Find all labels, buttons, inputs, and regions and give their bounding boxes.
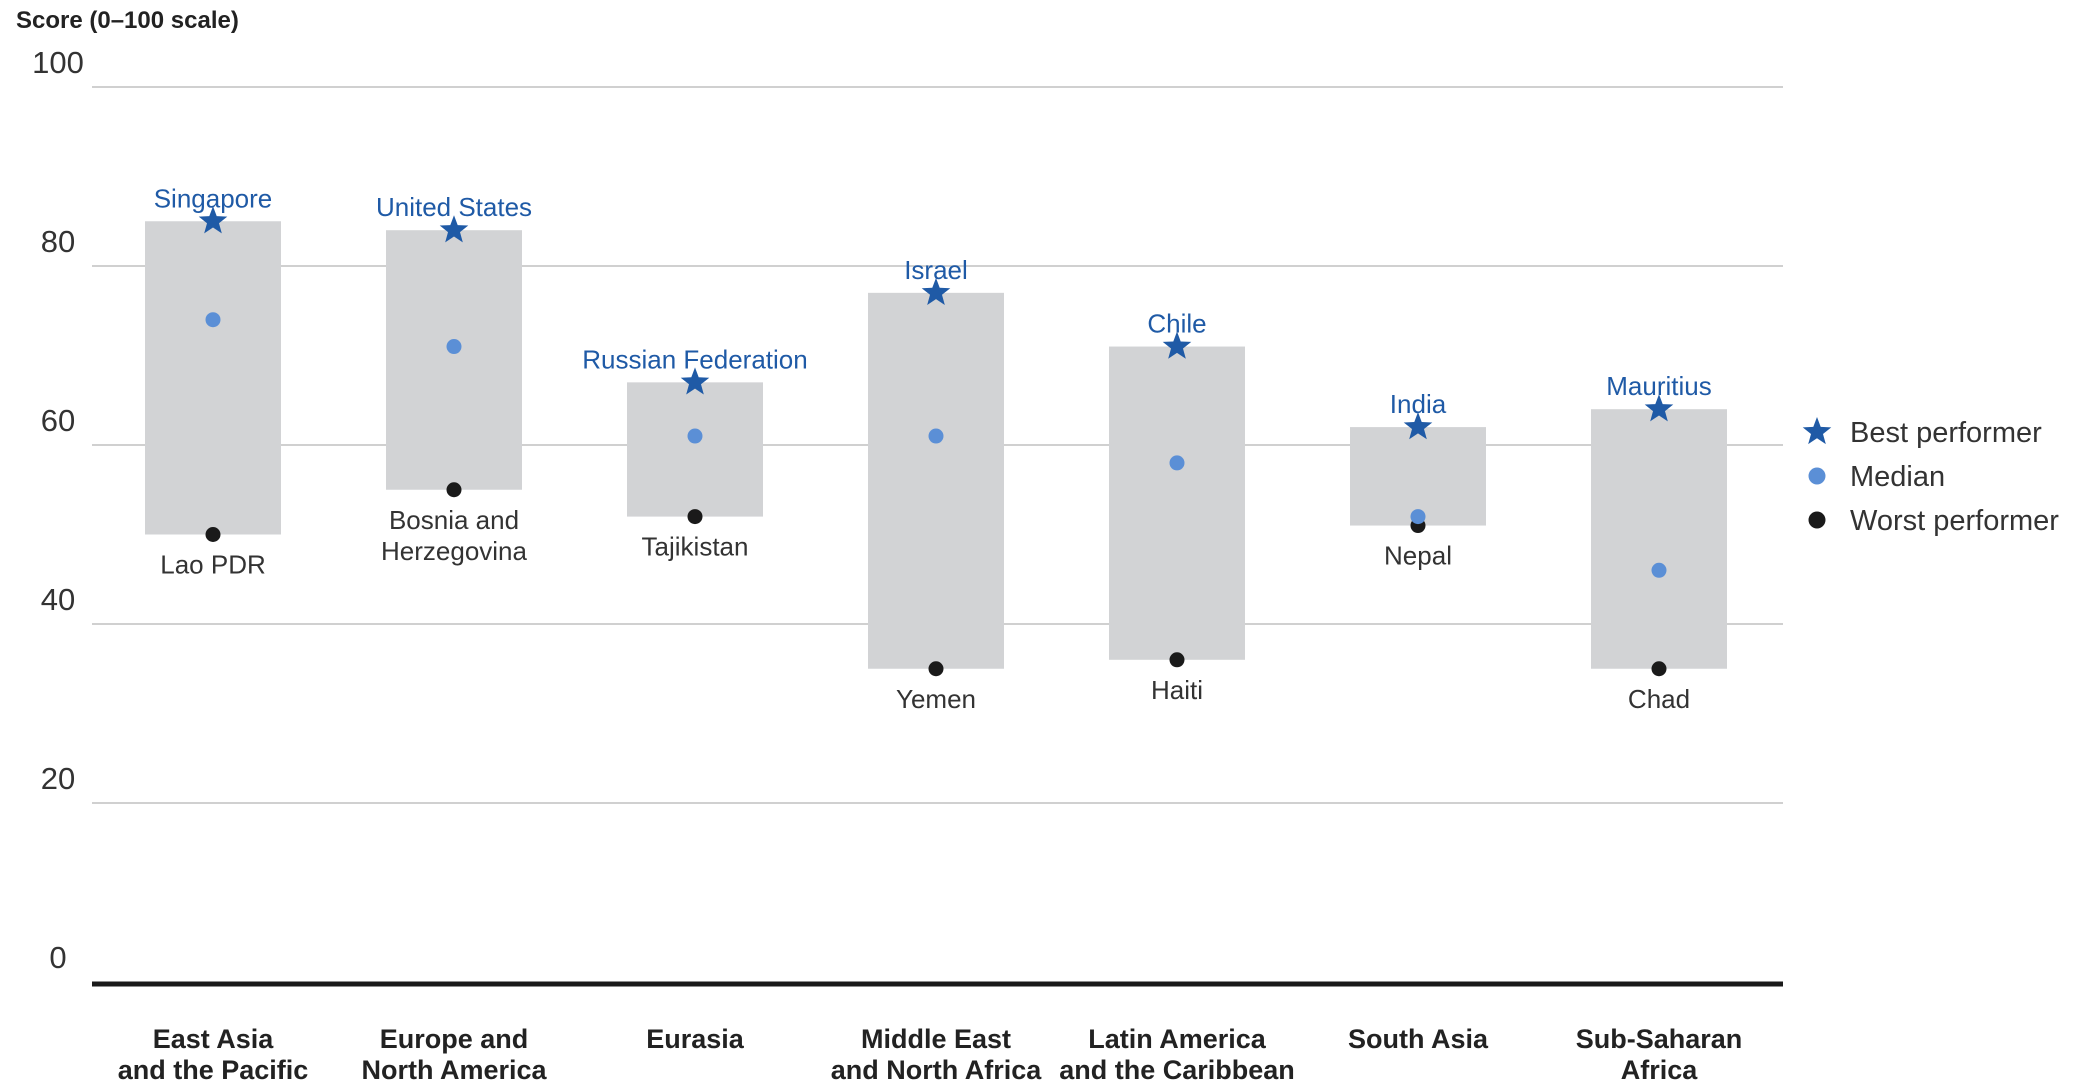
median-marker [1169,455,1185,471]
worst-marker [1651,661,1667,677]
worst-performer-label: Chad [1628,684,1690,714]
x-category-label: Middle East [861,1024,1011,1054]
range-bar [386,230,522,490]
y-tick-label-40: 40 [41,582,75,617]
legend: Best performer Median Worst performer [1802,417,2059,537]
range-bar [145,221,281,535]
legend-worst-icon [1808,511,1826,529]
x-category-label: and North Africa [831,1055,1042,1081]
x-category-label: East Asia [153,1024,275,1054]
range-bar [1109,346,1245,660]
best-star-marker [921,277,951,305]
legend-median-icon [1808,467,1826,485]
worst-marker [446,482,462,498]
x-category-label: and the Caribbean [1059,1055,1295,1081]
median-marker [687,428,703,444]
y-tick-label-0: 0 [49,940,66,975]
axes: Score (0–100 scale) 0 20 40 60 80 100 East Asi… [16,7,1783,1081]
best-star-marker [198,206,228,234]
y-tick-label-100: 100 [32,45,84,80]
best-performer-label: United States [376,192,532,222]
range-bar [627,382,763,517]
best-performer-label: Mauritius [1606,371,1711,401]
x-category-label: and the Pacific [118,1055,309,1081]
worst-marker [1169,652,1185,668]
legend-label: Best performer [1850,417,2042,449]
best-performer-label: Russian Federation [582,344,807,374]
range-bars [145,221,1727,669]
median-marker [928,428,944,444]
best-performer-label: India [1390,389,1447,419]
legend-label: Median [1850,461,1945,493]
best-star-marker [1403,412,1433,440]
x-category-label: Latin America [1088,1024,1267,1054]
median-marker [205,312,221,328]
best-star-marker [1162,331,1192,359]
median-marker [1410,509,1426,525]
range-bar [1591,409,1727,669]
best-star-marker [680,367,710,395]
best-star-marker [1644,394,1674,422]
y-tick-label-20: 20 [41,761,75,796]
worst-marker [205,527,221,542]
best-performer-label: Israel [904,255,968,285]
x-category-label: Sub-Saharan [1576,1024,1743,1054]
x-category-label: South Asia [1348,1024,1489,1054]
worst-performer-label: Yemen [896,684,976,714]
worst-performer-label: Haiti [1151,675,1203,705]
worst-marker [928,661,944,677]
x-category-label: Africa [1621,1055,1699,1081]
best-performer-label: Singapore [154,183,273,213]
worst-performer-label: Nepal [1384,541,1452,571]
median-marker [446,339,462,355]
worst-marker [687,509,703,525]
worst-performer-label: Tajikistan [642,532,749,562]
y-tick-label-80: 80 [41,224,75,259]
worst-performer-label: Bosnia and [389,505,519,535]
best-performer-label: Chile [1147,309,1206,339]
y-tick-label-60: 60 [41,403,75,438]
worst-performer-label: Herzegovina [381,536,528,566]
median-marker [1651,562,1667,578]
x-category-label: North America [361,1055,547,1081]
markers [198,206,1674,677]
legend-star-icon [1802,417,1832,445]
y-axis-title: Score (0–100 scale) [16,7,239,34]
x-category-label: Europe and [380,1024,529,1054]
x-category-label: Eurasia [646,1024,745,1054]
legend-label: Worst performer [1850,505,2059,537]
range-bar [868,292,1004,669]
worst-performer-label: Lao PDR [160,550,266,580]
best-star-marker [439,215,469,243]
